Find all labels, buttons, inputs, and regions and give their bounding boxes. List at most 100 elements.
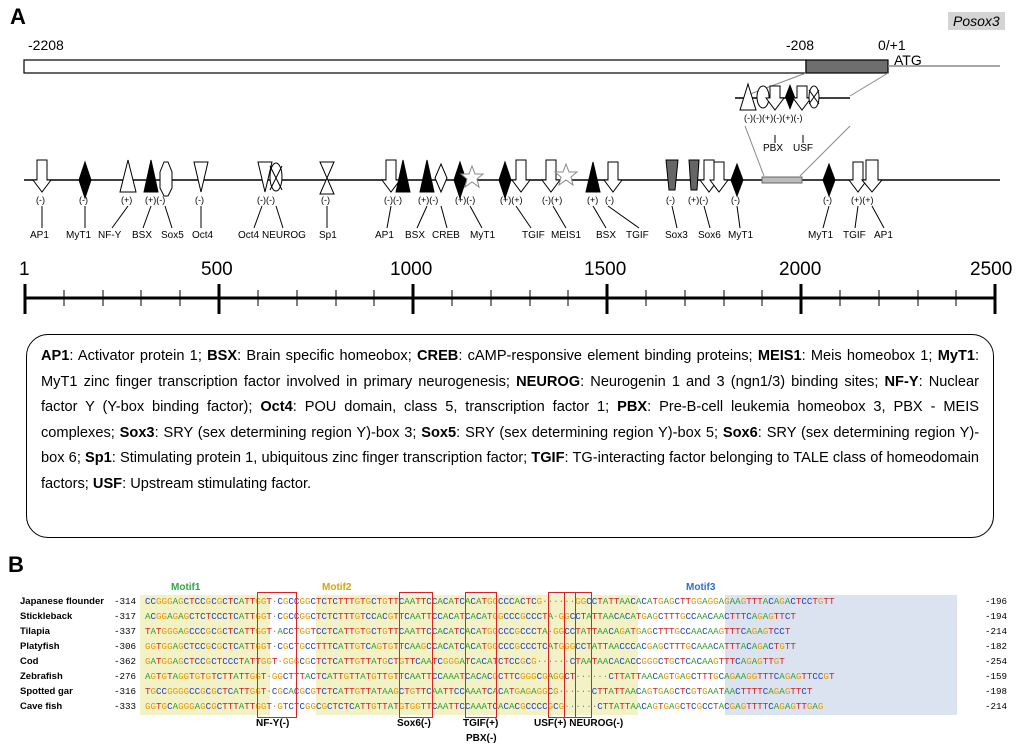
site-sign: (-)(+) xyxy=(542,195,563,205)
site-label: AP1 xyxy=(874,230,893,241)
myt1e-diamond-icon xyxy=(822,162,836,198)
scale-label: 2000 xyxy=(779,259,822,280)
scale-label: 1 xyxy=(19,259,30,280)
row-start: -316 xyxy=(114,686,137,697)
site-sign: (+)(-) xyxy=(145,195,166,205)
site-sign: (+) xyxy=(121,195,133,205)
scale-label: 2500 xyxy=(970,259,1013,280)
site-sign: (+) xyxy=(587,195,599,205)
legend-entry: Sox6: SRY (sex determining region Y)-box… xyxy=(41,424,980,467)
alignment-row: Tilapia -337 TATGGGAGCCCGCGCTCATTGGT·ACC… xyxy=(0,626,1024,641)
panel-a-label: A xyxy=(10,4,26,29)
proximal-region-bar xyxy=(805,59,889,74)
row-start: -362 xyxy=(114,656,137,667)
site-sign: (-) xyxy=(731,195,740,205)
sox3-trapezoid-icon xyxy=(665,159,679,191)
meis1-arrow-icon xyxy=(541,159,561,193)
site-sign: (-) xyxy=(823,195,832,205)
motif2-shade xyxy=(316,595,638,715)
myt1d-diamond-icon xyxy=(730,162,744,198)
sequence: GATGGAGCTCCGCTCCCTATTGGT·GGGCGCTCTCATTGT… xyxy=(145,656,785,667)
legend-entry: NF-Y: Nuclear factor Y (Y-box binding fa… xyxy=(41,373,980,416)
inset-diamond-icon xyxy=(785,84,795,110)
scale-label: 1000 xyxy=(390,259,433,280)
row-end: -254 xyxy=(985,656,1008,667)
legend-entry: Sox3: SRY (sex determining region Y)-box… xyxy=(119,424,422,441)
oct4b-triangle-icon xyxy=(257,161,273,193)
alignment-row: Cave fish -333 GGTGCAGGGAGCGCTTTATTGGT·G… xyxy=(0,701,1024,716)
sox6-site-box xyxy=(399,592,433,718)
site-label: Sox6 xyxy=(698,230,721,241)
tgif-arrow-icon xyxy=(511,159,531,193)
promoter-map-graphic xyxy=(23,59,1000,314)
pbx-site-label: PBX(-) xyxy=(466,733,497,744)
sequence: AGTGTAGGTGTGTCTTATTGGT·GGCTTTACTCATTGTTA… xyxy=(145,671,835,682)
sequence: CCGGGAGCTCCGCGCTCATTGGT·CGCCGGCTCTCTTTGT… xyxy=(145,596,835,607)
site-sign: (+)(+) xyxy=(500,195,523,205)
sequence: TATGGGAGCCCGCGCTCATTGGT·ACCTGGTCCTCATTGT… xyxy=(145,626,791,637)
myt1b-diamond-icon xyxy=(453,160,467,200)
site-sign: (+)(+) xyxy=(851,195,874,205)
meis1-star-icon xyxy=(553,162,579,187)
ap1-arrow-icon xyxy=(32,159,52,193)
site-label: MEIS1 xyxy=(551,230,582,241)
species-name: Stickleback xyxy=(20,611,73,622)
neurog-site-box xyxy=(564,592,592,718)
sox6-trapezoid-icon xyxy=(688,159,700,191)
scale-label: 1500 xyxy=(584,259,627,280)
usf-neurog-site-label: USF(+) NEUROG(-) xyxy=(534,718,624,729)
creb-diamond-icon xyxy=(434,162,448,194)
row-start: -276 xyxy=(114,671,137,682)
row-end: -194 xyxy=(985,611,1008,622)
alignment-row: Stickleback -317 ACGGAGAGCTCTCCCTCATTGGT… xyxy=(0,611,1024,626)
legend-entry: PBX: Pre-B-cell leukemia homeobox 3, PBX… xyxy=(41,399,979,441)
site-label: NEUROG xyxy=(262,230,306,241)
legend-entry: Sox5: SRY (sex determining region Y)-box… xyxy=(421,424,723,441)
gene-name-badge: Posox3 xyxy=(948,12,1005,30)
upstream-region-bar xyxy=(23,59,807,74)
site-label: BSX xyxy=(596,230,617,241)
site-label: TGIF xyxy=(626,230,649,241)
bsx4-triangle-icon xyxy=(585,161,601,193)
species-name: Tilapia xyxy=(20,626,50,637)
inset-label-usf: USF xyxy=(793,143,813,154)
sequence: GGTGGAGCTCCGCGCTCATTGGT·CGCTGCCTTTCATTGT… xyxy=(145,641,796,652)
sox5-hexagon-icon xyxy=(159,161,173,197)
site-sign: (-) xyxy=(79,195,88,205)
legend-entry: USF: Upstream stimulating factor. xyxy=(92,475,312,492)
site-label: MyT1 xyxy=(728,230,753,241)
species-name: Zebrafish xyxy=(20,671,63,682)
row-start: -314 xyxy=(114,596,137,607)
sox6-site-label: Sox6(-) xyxy=(397,718,431,729)
myt1-diamond-icon xyxy=(78,160,92,200)
nfy-site-box xyxy=(257,592,297,718)
coord-mid: -208 xyxy=(786,37,815,53)
alignment-row: Cod -362 GATGGAGCTCCGCTCCCTATTGGT·GGGCGC… xyxy=(0,656,1024,671)
inset-arrow-icon xyxy=(765,85,785,111)
alignment-row: Spotted gar -316 TGCCGGGGCCGCGCTCATTGGT·… xyxy=(0,686,1024,701)
row-end: -159 xyxy=(985,671,1008,682)
coord-end: 0/+1 xyxy=(878,37,906,53)
row-end: -196 xyxy=(985,596,1008,607)
inset-arrow2-icon xyxy=(792,85,812,111)
oct4-triangle-icon xyxy=(193,161,209,193)
site-label: Sp1 xyxy=(319,230,337,241)
legend-entry: Oct4: POU domain, class 5, transcription… xyxy=(260,399,618,416)
atg-label: ATG xyxy=(894,52,922,68)
motif3-shade xyxy=(725,595,957,715)
sequence: GGTGCAGGGAGCGCTTTATTGGT·GTCTCGGCGCTCTCAT… xyxy=(145,701,824,712)
sp1-hourglass-icon xyxy=(319,161,335,195)
site-sign: (-)(-) xyxy=(257,195,275,205)
site-label: BSX xyxy=(405,230,426,241)
inset-label-pbx: PBX xyxy=(763,143,784,154)
nfy-triangle-icon xyxy=(119,159,137,193)
legend-entry: Sp1: Stimulating protein 1, ubiquitous z… xyxy=(85,450,532,467)
motif3-label: Motif3 xyxy=(686,582,716,593)
species-name: Spotted gar xyxy=(20,686,73,697)
site-label: Sox3 xyxy=(665,230,688,241)
legend-entry: BSX: Brain specific homeobox; xyxy=(207,348,417,364)
site-label: AP1 xyxy=(375,230,394,241)
site-sign: (+)(-) xyxy=(688,195,709,205)
alignment-block: Japanese flounder -314 CCGGGAGCTCCGCGCTC… xyxy=(0,596,1024,716)
site-label: Oct4 xyxy=(192,230,214,241)
